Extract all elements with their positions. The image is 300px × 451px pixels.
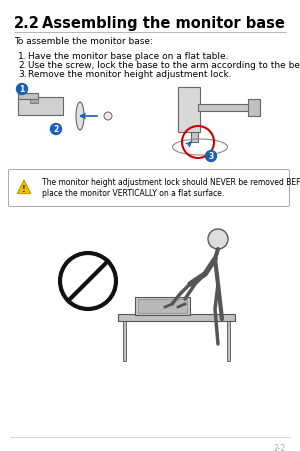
Bar (198, 105, 250, 112)
Text: Assembling the monitor base: Assembling the monitor base (42, 16, 285, 31)
Text: 1.: 1. (18, 52, 27, 61)
Text: 2-2: 2-2 (274, 443, 286, 451)
Circle shape (50, 124, 62, 135)
Circle shape (104, 113, 112, 121)
Text: !: ! (22, 185, 26, 194)
Text: Use the screw, lock the base to the arm according to the below drawing.: Use the screw, lock the base to the arm … (28, 61, 300, 70)
Text: 3.: 3. (18, 70, 27, 79)
Bar (248, 100, 260, 117)
Polygon shape (17, 181, 31, 194)
Circle shape (206, 151, 217, 162)
Ellipse shape (76, 103, 84, 131)
Bar (30, 100, 38, 104)
Text: Have the monitor base place on a flat table.: Have the monitor base place on a flat ta… (28, 52, 229, 61)
Circle shape (60, 253, 116, 309)
Bar (227, 321, 230, 361)
FancyBboxPatch shape (8, 170, 289, 207)
Circle shape (208, 230, 228, 249)
Text: 1: 1 (20, 85, 25, 94)
Bar (178, 88, 200, 133)
Bar (18, 94, 38, 100)
Bar (118, 314, 235, 321)
Text: To assemble the monitor base:: To assemble the monitor base: (14, 37, 153, 46)
Text: Remove the monitor height adjustment lock.: Remove the monitor height adjustment loc… (28, 70, 232, 79)
Text: 2.2: 2.2 (14, 16, 40, 31)
Text: place the monitor VERTICALLY on a flat surface.: place the monitor VERTICALLY on a flat s… (42, 189, 224, 198)
Text: 3: 3 (208, 152, 214, 161)
Bar (191, 88, 198, 143)
Circle shape (16, 84, 28, 95)
Text: The monitor height adjustment lock should NEVER be removed BEFORE you: The monitor height adjustment lock shoul… (42, 178, 300, 187)
Bar (135, 297, 190, 315)
Bar (138, 299, 187, 313)
Bar (18, 98, 63, 116)
Text: 2: 2 (53, 125, 58, 134)
Bar (123, 321, 126, 361)
Text: 2.: 2. (18, 61, 26, 70)
